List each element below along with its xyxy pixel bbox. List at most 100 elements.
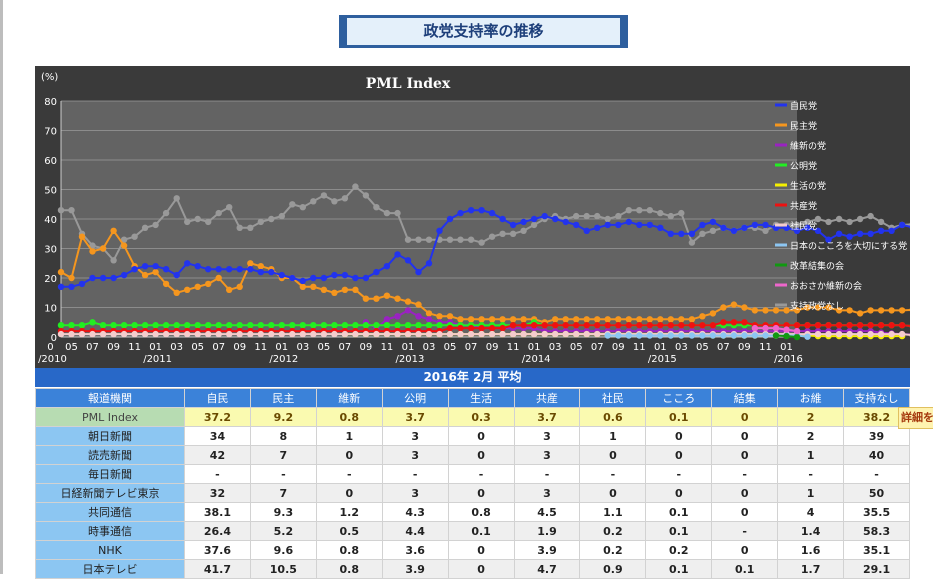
- data-point: [825, 330, 832, 338]
- value-cell: 35.5: [843, 502, 910, 522]
- data-point: [636, 322, 643, 329]
- data-point: [709, 322, 717, 329]
- data-point: [594, 316, 601, 323]
- data-point: [499, 215, 506, 223]
- data-point: [804, 333, 811, 340]
- value-cell: 0: [645, 445, 713, 465]
- x-tick-label: 11: [633, 342, 646, 353]
- data-point: [520, 330, 527, 338]
- value-cell: 7: [249, 445, 317, 465]
- data-point: [793, 221, 801, 229]
- data-point: [520, 218, 527, 226]
- data-point: [562, 316, 569, 323]
- series-line: [61, 185, 910, 263]
- value-cell: 38.1: [184, 502, 251, 522]
- x-tick-label: 03: [549, 342, 562, 353]
- data-point: [446, 324, 454, 332]
- data-point: [783, 322, 790, 329]
- data-point: [425, 236, 433, 243]
- data-point: [110, 322, 117, 329]
- data-point: [688, 316, 696, 323]
- data-point: [762, 332, 769, 339]
- y-tick-label: 70: [44, 127, 57, 138]
- value-cell: 3.7: [381, 407, 449, 427]
- data-point: [394, 209, 401, 217]
- source-cell: 朝日新聞: [35, 426, 185, 446]
- data-point: [99, 245, 107, 252]
- legend-label: 日本のこころを大切にする党: [790, 240, 907, 252]
- data-point: [141, 322, 149, 329]
- data-point: [68, 283, 75, 290]
- data-point: [793, 307, 801, 314]
- data-point: [320, 192, 328, 199]
- data-point: [741, 319, 748, 326]
- data-point: [320, 286, 328, 293]
- data-point: [772, 307, 780, 314]
- value-cell: 0.1: [645, 407, 713, 427]
- data-point: [625, 207, 632, 214]
- detail-link[interactable]: 詳細を: [898, 407, 933, 429]
- legend-label: 公明党: [790, 160, 817, 172]
- value-cell: 0: [447, 426, 515, 446]
- data-point: [68, 330, 75, 338]
- data-point: [541, 322, 548, 329]
- data-point: [709, 332, 717, 339]
- value-cell: 38.2: [843, 407, 910, 427]
- data-point: [657, 322, 664, 329]
- y-tick-label: 10: [44, 304, 57, 315]
- data-point: [457, 209, 464, 217]
- data-point: [793, 227, 801, 234]
- data-point: [877, 330, 885, 338]
- data-point: [814, 304, 822, 311]
- data-point: [299, 277, 306, 285]
- data-point: [604, 332, 611, 339]
- data-point: [415, 301, 422, 308]
- average-table-panel: 2016年 2月 平均 報道機関 自民 民主 維新 公明 生活 共産 社民 こころ 結集 お維 支持な…: [35, 368, 910, 579]
- data-point: [888, 307, 895, 314]
- data-point: [141, 330, 149, 338]
- value-cell: -: [447, 464, 515, 484]
- value-cell: 37.2: [184, 407, 251, 427]
- data-point: [835, 322, 843, 329]
- data-point: [457, 236, 464, 243]
- data-point: [814, 215, 822, 223]
- value-cell: 3: [513, 426, 581, 446]
- data-point: [404, 307, 412, 314]
- data-point: [205, 280, 212, 288]
- data-point: [120, 330, 128, 338]
- data-point: [268, 268, 275, 276]
- value-cell: 37.6: [184, 540, 251, 560]
- data-point: [394, 330, 401, 338]
- data-point: [184, 260, 191, 267]
- value-cell: 9.3: [249, 502, 317, 522]
- data-point: [257, 263, 264, 270]
- data-point: [89, 319, 96, 326]
- data-point: [688, 239, 696, 246]
- x-tick-label: 11: [128, 342, 141, 353]
- data-point: [194, 263, 201, 270]
- source-cell: NHK: [35, 540, 185, 560]
- data-point: [678, 316, 685, 323]
- data-point: [425, 310, 433, 317]
- data-point: [509, 230, 517, 237]
- value-cell: 0: [447, 445, 515, 465]
- data-point: [594, 330, 601, 338]
- data-point: [772, 332, 780, 339]
- legend-label: 支持政党なし: [790, 300, 844, 312]
- x-tick-label: 01: [780, 342, 793, 353]
- data-point: [814, 227, 822, 234]
- x-tick-label: 11: [381, 342, 394, 353]
- y-tick-label: 20: [44, 274, 57, 285]
- data-point: [68, 274, 75, 282]
- legend-label: 民主党: [790, 120, 817, 132]
- data-point: [394, 322, 401, 329]
- window-edge: [0, 0, 3, 574]
- data-point: [236, 330, 243, 338]
- value-cell: 41.7: [184, 559, 251, 579]
- data-point: [446, 215, 454, 223]
- source-cell: 日経新聞テレビ東京: [35, 483, 185, 503]
- data-point: [257, 322, 264, 329]
- data-point: [310, 274, 317, 282]
- data-point: [120, 242, 128, 249]
